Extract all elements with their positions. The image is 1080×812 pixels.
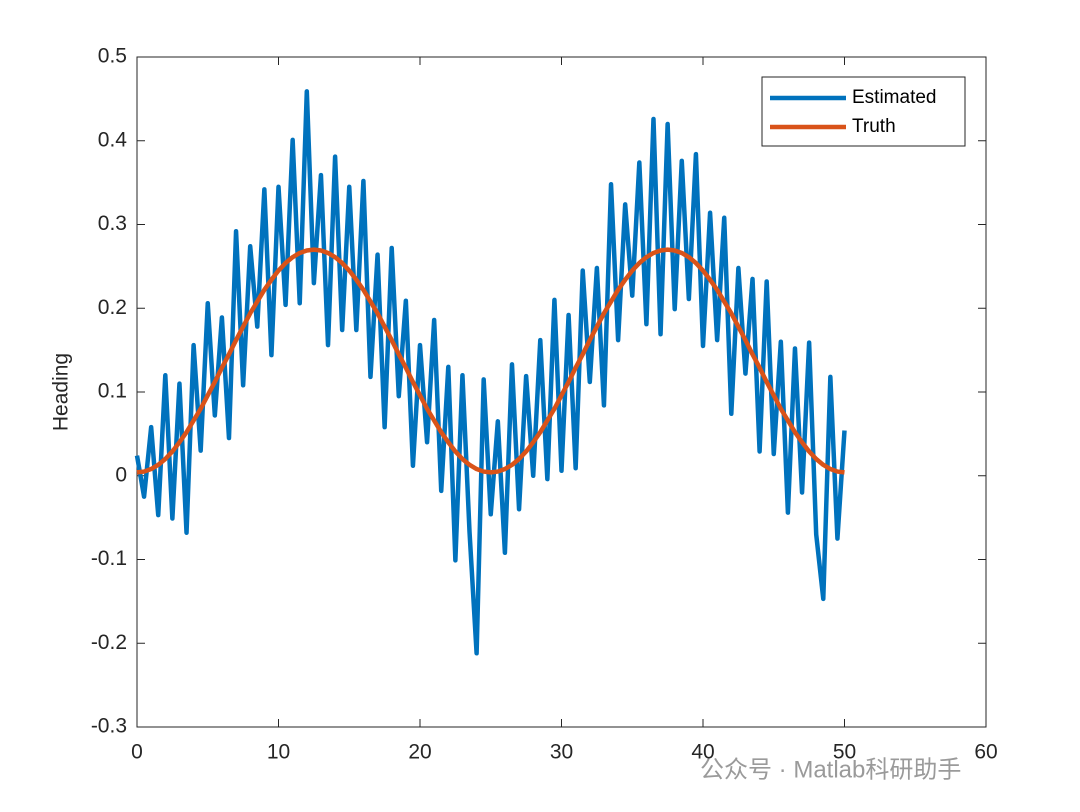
y-tick-label: -0.3 (91, 715, 127, 738)
x-tick-label: 60 (974, 741, 997, 764)
y-axis-label: Heading (50, 353, 73, 431)
x-tick-label: 20 (408, 741, 431, 764)
y-tick-label: 0.2 (98, 296, 127, 319)
y-tick-label: 0 (115, 463, 127, 486)
legend-label: Estimated (852, 87, 936, 108)
series-line (136, 247, 845, 475)
y-tick-label: 0.3 (98, 212, 127, 235)
x-tick-label: 0 (131, 741, 143, 764)
y-tick-label: 0.1 (98, 380, 127, 403)
y-tick-label: 0.4 (98, 128, 128, 151)
y-tick-label: -0.1 (91, 547, 127, 570)
watermark: 公众号 · Matlab科研助手 (700, 756, 961, 783)
y-tick-label: -0.2 (91, 631, 127, 654)
y-tick-label: 0.5 (98, 45, 127, 68)
x-tick-label: 10 (267, 741, 290, 764)
x-tick-label: 30 (550, 741, 573, 764)
x-tick-label: 50 (833, 741, 856, 764)
legend-label: Truth (852, 116, 896, 137)
legend: Estimated Truth (761, 76, 966, 147)
series-line (134, 89, 847, 656)
x-tick-label: 40 (691, 741, 714, 764)
legend-box (761, 76, 966, 147)
